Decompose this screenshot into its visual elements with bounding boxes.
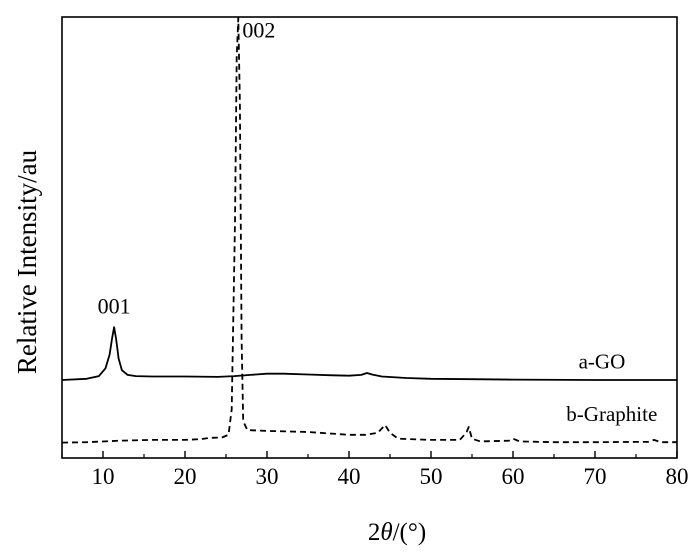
y-axis-label: Relative Intensity/au	[12, 149, 42, 374]
x-tick-label: 70	[584, 464, 607, 489]
x-tick-label: 60	[502, 464, 525, 489]
peak-label-001: 001	[98, 293, 131, 318]
series-b-graphite	[61, 17, 677, 444]
x-axis-ticks: 10 20 30 40 50 60 70 80	[61, 451, 689, 489]
data-series	[61, 17, 677, 444]
peak-label-002: 002	[242, 18, 275, 43]
x-tick-label: 40	[338, 464, 361, 489]
plot-border	[61, 16, 678, 459]
x-tick-label: 20	[174, 464, 197, 489]
plot-frame	[61, 16, 678, 459]
x-tick-label: 10	[92, 464, 115, 489]
x-axis-label: 2θ/(°)	[368, 519, 426, 546]
x-tick-label: 80	[666, 464, 689, 489]
series-label: a-GO	[579, 349, 626, 373]
peak-annotations: 001 002 a-GO b-Graphite	[98, 18, 658, 427]
x-tick-label: 30	[256, 464, 279, 489]
x-tick-label: 50	[420, 464, 443, 489]
series-label: b-Graphite	[566, 402, 657, 426]
